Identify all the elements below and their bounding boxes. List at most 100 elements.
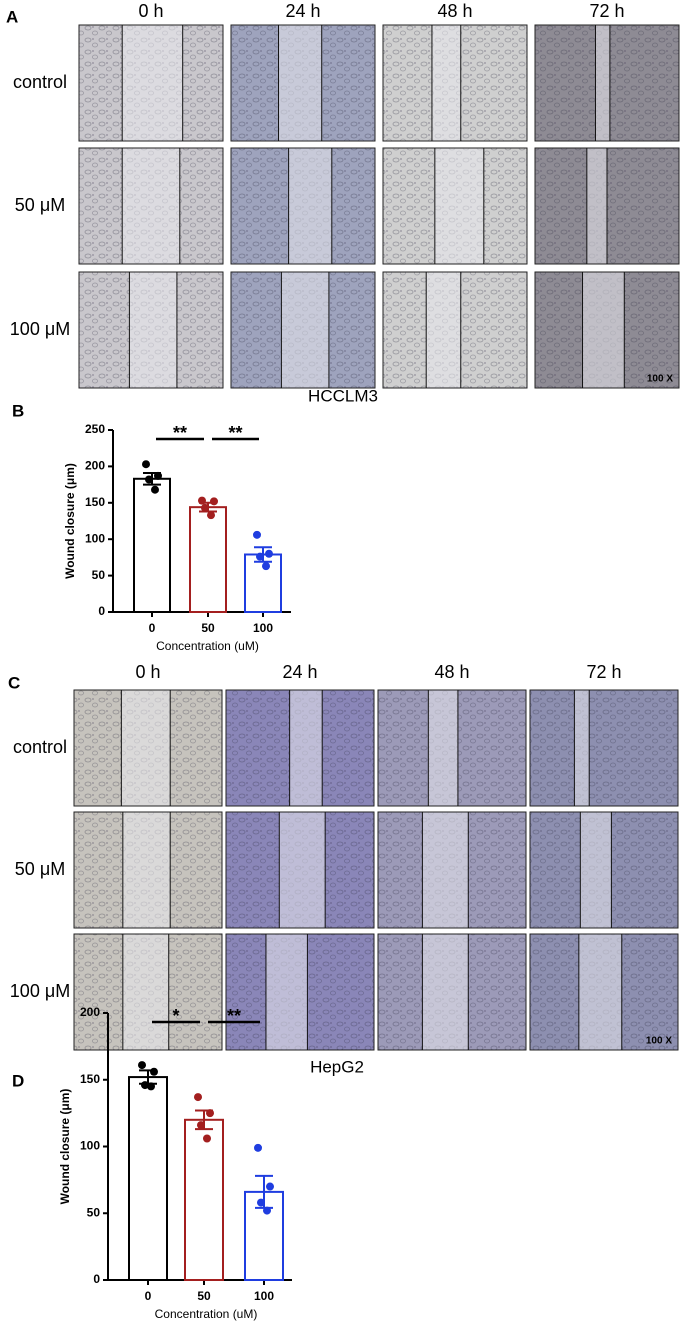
bar: [244, 553, 282, 613]
data-point: [141, 1081, 149, 1090]
row-label: control: [13, 737, 67, 757]
magnification: 100 X: [647, 374, 673, 385]
data-point: [142, 460, 150, 469]
x-axis-label: Concentration (uM): [156, 639, 259, 653]
data-point: [197, 1121, 205, 1130]
x-tick-label: 50: [201, 621, 215, 635]
panel-label: B: [12, 401, 24, 420]
significance-label: *: [172, 1006, 179, 1026]
wound-gap: [281, 272, 329, 388]
wound-gap: [578, 934, 622, 1050]
x-tick-label: 100: [254, 1289, 274, 1303]
wound-gap: [122, 25, 183, 141]
data-point: [145, 475, 153, 484]
data-point: [256, 552, 264, 561]
data-point: [151, 485, 159, 494]
row-label: 50 μM: [15, 195, 65, 215]
data-point: [201, 503, 209, 512]
y-tick-label: 100: [80, 1139, 100, 1153]
data-point: [263, 1206, 271, 1215]
wound-gap: [121, 690, 171, 806]
panel-label: D: [12, 1071, 24, 1090]
x-tick-label: 100: [253, 621, 273, 635]
wound-gap: [129, 272, 177, 388]
wound-gap: [580, 812, 612, 928]
wound-gap: [279, 812, 326, 928]
y-tick-label: 200: [85, 459, 105, 473]
data-point: [266, 1182, 274, 1191]
panel-label: A: [6, 7, 18, 26]
wound-gap: [586, 148, 607, 264]
data-point: [206, 1109, 214, 1118]
cell-line: HepG2: [310, 1057, 364, 1076]
data-point: [210, 497, 218, 506]
wound-gap: [422, 812, 469, 928]
x-tick-label: 50: [197, 1289, 211, 1303]
cell-texture: [530, 690, 678, 806]
wound-gap: [122, 934, 169, 1050]
bar: [189, 506, 227, 613]
data-point: [207, 511, 215, 520]
column-header: 0 h: [135, 662, 160, 682]
wound-gap: [428, 690, 458, 806]
y-tick-label: 200: [80, 1005, 100, 1019]
bar: [133, 477, 171, 613]
data-point: [253, 530, 261, 539]
magnification: 100 X: [646, 1036, 672, 1047]
bar: [128, 1076, 168, 1281]
column-header: 24 h: [285, 1, 320, 21]
data-point: [203, 1134, 211, 1143]
column-header: 0 h: [138, 1, 163, 21]
wound-gap: [265, 934, 308, 1050]
wound-gap: [122, 148, 180, 264]
panel-label: C: [8, 673, 20, 692]
wound-gap: [431, 25, 461, 141]
wound-gap: [422, 934, 469, 1050]
wound-gap: [574, 690, 590, 806]
wound-gap: [434, 148, 484, 264]
data-point: [257, 1198, 265, 1207]
row-label: 100 μM: [10, 981, 70, 1001]
bar: [184, 1118, 224, 1282]
column-header: 48 h: [437, 1, 472, 21]
cell-line: HCCLM3: [308, 386, 378, 405]
y-axis-label: Wound closure (μm): [58, 1089, 72, 1205]
y-tick-label: 50: [87, 1205, 101, 1219]
wound-gap: [288, 148, 332, 264]
row-label: 50 μM: [15, 859, 65, 879]
data-point: [265, 549, 273, 558]
wound-gap: [595, 25, 610, 141]
wound-gap: [278, 25, 322, 141]
data-point: [138, 1061, 146, 1070]
column-header: 24 h: [282, 662, 317, 682]
y-tick-label: 150: [80, 1072, 100, 1086]
data-point: [150, 1067, 158, 1076]
x-axis-label: Concentration (uM): [155, 1307, 258, 1321]
y-tick-label: 0: [93, 1272, 100, 1286]
y-tick-label: 50: [92, 568, 106, 582]
significance-label: **: [227, 1006, 241, 1026]
y-tick-label: 250: [85, 422, 105, 436]
wound-gap: [122, 812, 171, 928]
data-point: [147, 1082, 155, 1091]
column-header: 48 h: [434, 662, 469, 682]
column-header: 72 h: [589, 1, 624, 21]
row-label: control: [13, 72, 67, 92]
data-point: [198, 496, 206, 505]
y-axis-label: Wound closure (μm): [63, 463, 77, 579]
wound-gap: [289, 690, 323, 806]
data-point: [154, 471, 162, 480]
x-tick-label: 0: [145, 1289, 152, 1303]
data-point: [262, 562, 270, 571]
y-tick-label: 100: [85, 531, 105, 545]
column-header: 72 h: [586, 662, 621, 682]
y-tick-label: 150: [85, 495, 105, 509]
y-tick-label: 0: [98, 604, 105, 618]
data-point: [194, 1093, 202, 1102]
significance-label: **: [173, 423, 187, 443]
data-point: [254, 1143, 262, 1152]
wound-gap: [426, 272, 461, 388]
x-tick-label: 0: [149, 621, 156, 635]
row-label: 100 μM: [10, 319, 70, 339]
